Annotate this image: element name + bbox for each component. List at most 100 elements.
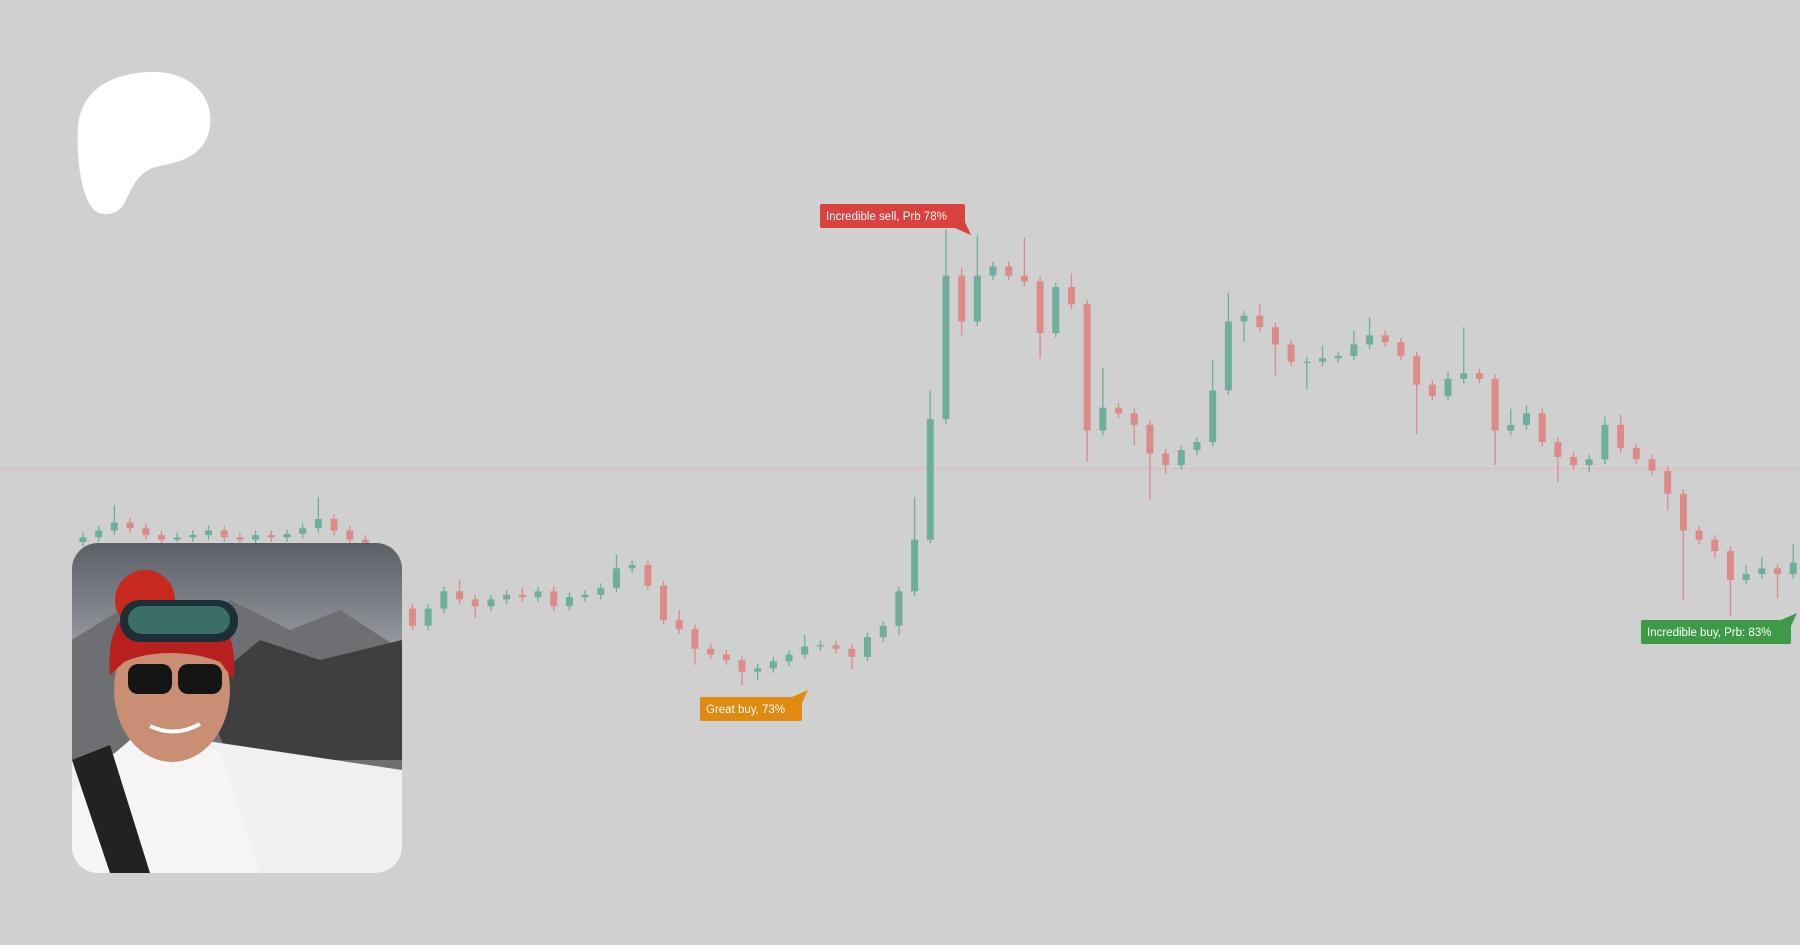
candle-body bbox=[1507, 424, 1515, 431]
candle-body bbox=[1224, 321, 1232, 391]
candle-body bbox=[1177, 450, 1185, 466]
candle-body bbox=[220, 530, 228, 538]
candle-body bbox=[424, 608, 432, 626]
candle-body bbox=[1005, 266, 1013, 276]
candle-body bbox=[691, 629, 699, 649]
annotation: Great buy, 73% bbox=[700, 690, 808, 721]
candle-body bbox=[989, 266, 997, 276]
candle-body bbox=[1413, 355, 1421, 385]
candle-body bbox=[1052, 287, 1060, 333]
candle-body bbox=[142, 528, 150, 536]
candle-body bbox=[1240, 315, 1248, 322]
candle-body bbox=[707, 648, 715, 655]
candle-body bbox=[911, 539, 919, 592]
annotation-pointer bbox=[792, 690, 808, 703]
annotation-text: Great buy, 73% bbox=[706, 704, 785, 716]
candle-body bbox=[1130, 413, 1138, 425]
candle-body bbox=[675, 620, 683, 630]
candle-body bbox=[1444, 378, 1452, 397]
candle-body bbox=[456, 591, 464, 600]
annotation-text: Incredible sell, Prb 78% bbox=[826, 211, 947, 223]
candle-body bbox=[1585, 459, 1593, 466]
candle-body bbox=[1726, 551, 1734, 580]
candle-body bbox=[597, 587, 605, 595]
candle-body bbox=[95, 530, 103, 538]
annotation: Incredible buy, Prb: 83% bbox=[1641, 613, 1797, 644]
candle-body bbox=[1758, 568, 1766, 575]
candle-body bbox=[252, 535, 260, 540]
candle-body bbox=[1381, 335, 1389, 343]
candle-body bbox=[534, 591, 542, 598]
candle-body bbox=[440, 591, 448, 609]
candle-body bbox=[1020, 275, 1028, 282]
candle-body bbox=[895, 591, 903, 626]
candle-body bbox=[1632, 447, 1640, 460]
candle-body bbox=[769, 661, 777, 669]
annotation-box bbox=[700, 697, 802, 721]
candle-body bbox=[1099, 407, 1107, 431]
candle-body bbox=[581, 594, 589, 598]
candle-body bbox=[1256, 315, 1264, 328]
candle-body bbox=[1146, 424, 1154, 454]
candle-body bbox=[801, 646, 809, 655]
annotation: Incredible sell, Prb 78% bbox=[820, 204, 971, 235]
annotation-box bbox=[1641, 620, 1791, 644]
profile-photo bbox=[72, 543, 402, 873]
candle-body bbox=[471, 599, 479, 607]
candle-body bbox=[926, 419, 934, 540]
candle-body bbox=[1570, 456, 1578, 466]
candle-body bbox=[1083, 304, 1091, 431]
candle-body bbox=[1648, 459, 1656, 471]
candle-body bbox=[1475, 373, 1483, 379]
candle-body bbox=[1271, 327, 1279, 345]
annotation-pointer bbox=[955, 222, 971, 235]
candle-body bbox=[612, 568, 620, 588]
candle-body bbox=[785, 654, 793, 662]
candle-body bbox=[1115, 407, 1123, 414]
candle-body bbox=[1193, 442, 1201, 451]
candle-body bbox=[1695, 530, 1703, 540]
candle-body bbox=[738, 660, 746, 672]
candle-body bbox=[848, 648, 856, 657]
candle-body bbox=[942, 275, 950, 420]
candle-body bbox=[1538, 413, 1546, 443]
candle-body bbox=[1350, 344, 1358, 356]
candle-body bbox=[346, 530, 354, 540]
candle-body bbox=[283, 533, 291, 538]
candle-body bbox=[1319, 358, 1327, 362]
candle-body bbox=[79, 537, 87, 542]
candle-body bbox=[1774, 568, 1782, 575]
candle-body bbox=[205, 530, 213, 536]
candle-body bbox=[1617, 424, 1625, 448]
candle-body bbox=[1209, 390, 1217, 443]
candle-body bbox=[518, 594, 526, 598]
logo bbox=[77, 71, 211, 215]
candle-body bbox=[958, 275, 966, 322]
candle-body bbox=[157, 535, 165, 540]
candle-body bbox=[550, 591, 558, 607]
candle-body bbox=[1789, 562, 1797, 575]
candle-body bbox=[1303, 361, 1311, 363]
candle-body bbox=[1491, 378, 1499, 431]
candle-body bbox=[973, 275, 981, 322]
candle-body bbox=[503, 594, 511, 600]
candle-body bbox=[189, 535, 197, 538]
candle-body bbox=[267, 535, 275, 538]
annotation-text: Incredible buy, Prb: 83% bbox=[1647, 627, 1771, 639]
candle-body bbox=[1664, 470, 1672, 494]
candle-body bbox=[1711, 539, 1719, 552]
candle-body bbox=[110, 522, 118, 531]
candle-body bbox=[1334, 355, 1342, 359]
candle-body bbox=[314, 519, 322, 529]
candle-body bbox=[1036, 281, 1044, 333]
candle-body bbox=[487, 599, 495, 607]
candle-body bbox=[1554, 442, 1562, 457]
candle-body bbox=[1366, 335, 1374, 345]
candle-body bbox=[299, 528, 307, 534]
candle-body bbox=[722, 654, 730, 661]
candle-body bbox=[754, 668, 762, 672]
candle-body bbox=[1397, 342, 1405, 356]
candle-body bbox=[1287, 344, 1295, 362]
candle-body bbox=[1460, 373, 1468, 379]
